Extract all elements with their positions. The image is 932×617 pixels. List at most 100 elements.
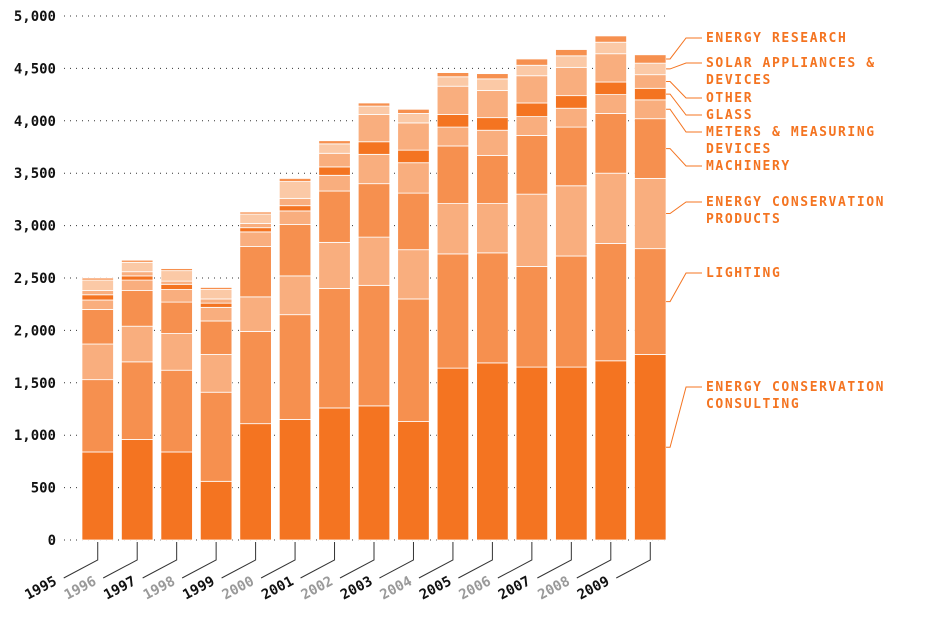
bar-segment bbox=[397, 108, 430, 114]
legend-label: SOLAR APPLIANCES & DEVICES bbox=[706, 56, 876, 88]
tick-leader bbox=[339, 542, 375, 579]
tick-leader bbox=[497, 542, 533, 579]
bar-segment bbox=[160, 289, 193, 303]
bar-segment bbox=[397, 192, 430, 251]
legend-label: ENERGY CONSERVATION CONSULTING bbox=[706, 380, 886, 412]
bar-segment bbox=[239, 227, 272, 233]
legend-leader bbox=[666, 93, 702, 116]
y-tick-label: 5,000 bbox=[14, 9, 56, 25]
bar-segment bbox=[278, 181, 312, 199]
bar-segment bbox=[594, 360, 627, 541]
bar-segment bbox=[199, 306, 233, 322]
y-tick-label: 2,500 bbox=[14, 271, 56, 287]
bar-segment bbox=[476, 203, 509, 254]
bar-segment bbox=[357, 405, 391, 541]
bar-segment bbox=[121, 438, 154, 541]
bar-segment bbox=[81, 290, 114, 296]
y-tick-label: 1,000 bbox=[14, 428, 56, 444]
bar-segment bbox=[634, 354, 667, 541]
legend-leader bbox=[666, 108, 702, 133]
legend-label: ENERGY RESEARCH bbox=[706, 31, 848, 46]
bar-segment bbox=[239, 211, 272, 215]
bar-segment bbox=[634, 74, 667, 89]
bar-segment bbox=[476, 73, 509, 80]
y-tick-label: 3,000 bbox=[14, 219, 56, 235]
bar-segment bbox=[278, 178, 312, 182]
legend-label: LIGHTING bbox=[706, 266, 782, 281]
bar-segment bbox=[357, 105, 391, 115]
bar-segment bbox=[239, 246, 272, 298]
bar-segment bbox=[160, 369, 193, 453]
bar-segment bbox=[436, 367, 470, 541]
bar-segment bbox=[278, 419, 312, 541]
bar-segment bbox=[634, 99, 667, 120]
bar-segment bbox=[397, 162, 430, 194]
bar-segment bbox=[278, 197, 312, 207]
bar-segment bbox=[555, 255, 588, 368]
x-tick-label: 2000 bbox=[220, 573, 257, 603]
bar-segment bbox=[397, 421, 430, 541]
tick-leader bbox=[102, 542, 138, 579]
legend-label: MACHINERY bbox=[706, 159, 791, 174]
bar-segment bbox=[476, 90, 509, 119]
y-tick-label: 4,000 bbox=[14, 114, 56, 130]
bar-segment bbox=[357, 141, 391, 155]
bar-segment bbox=[81, 343, 114, 381]
bar-segment bbox=[318, 190, 351, 243]
bar-segment bbox=[357, 102, 391, 107]
tick-leader bbox=[576, 542, 612, 579]
tick-leader bbox=[300, 542, 336, 579]
tick-leader bbox=[260, 542, 296, 579]
bar-segment bbox=[476, 252, 509, 364]
tick-leader bbox=[142, 542, 178, 579]
y-tick-label: 4,500 bbox=[14, 61, 56, 77]
tick-leader bbox=[458, 542, 493, 579]
bar-segment bbox=[476, 154, 509, 204]
bar-segment bbox=[515, 193, 549, 267]
bar-segment bbox=[436, 85, 470, 115]
x-tick-label: 2006 bbox=[456, 573, 493, 603]
bar-segment bbox=[121, 259, 154, 263]
tick-leader bbox=[418, 542, 454, 579]
bar-segment bbox=[594, 81, 627, 96]
bar-segment bbox=[555, 95, 588, 109]
bar-segment bbox=[160, 451, 193, 541]
bar-segment bbox=[81, 299, 114, 310]
x-tick-label: 2001 bbox=[259, 573, 296, 603]
y-tick-label: 500 bbox=[31, 481, 56, 497]
bar-segment bbox=[634, 87, 667, 101]
bar-segment bbox=[121, 325, 154, 363]
bar-segment bbox=[199, 298, 233, 304]
legend-leader bbox=[666, 386, 702, 448]
bar-segment bbox=[555, 49, 588, 57]
bar-segment bbox=[239, 296, 272, 332]
bar-segment bbox=[594, 53, 627, 83]
tick-leader bbox=[616, 542, 651, 579]
legend-leader bbox=[666, 37, 702, 60]
bar-segment bbox=[318, 174, 351, 192]
bar-segment bbox=[515, 64, 549, 77]
bar-segment bbox=[239, 223, 272, 229]
bar-segment bbox=[634, 178, 667, 250]
bar-segment bbox=[278, 224, 312, 277]
bar-segment bbox=[555, 126, 588, 187]
bar-segment bbox=[357, 183, 391, 238]
bar-segment bbox=[278, 275, 312, 316]
bar-segment bbox=[357, 236, 391, 286]
bar-segment bbox=[436, 126, 470, 147]
bar-segment bbox=[239, 331, 272, 425]
bar-segment bbox=[436, 76, 470, 87]
bar-segment bbox=[160, 270, 193, 282]
bar-segment bbox=[397, 149, 430, 164]
bar-segment bbox=[594, 35, 627, 43]
bar-segment bbox=[436, 145, 470, 204]
bar-segment bbox=[476, 362, 509, 541]
x-tick-label: 2005 bbox=[417, 573, 454, 603]
tick-leader bbox=[63, 542, 99, 579]
x-tick-label: 2009 bbox=[575, 573, 612, 603]
x-tick-label: 1998 bbox=[141, 573, 178, 603]
x-tick-label: 2003 bbox=[338, 573, 375, 603]
bar-segment bbox=[160, 268, 193, 272]
bar-segment bbox=[476, 129, 509, 156]
